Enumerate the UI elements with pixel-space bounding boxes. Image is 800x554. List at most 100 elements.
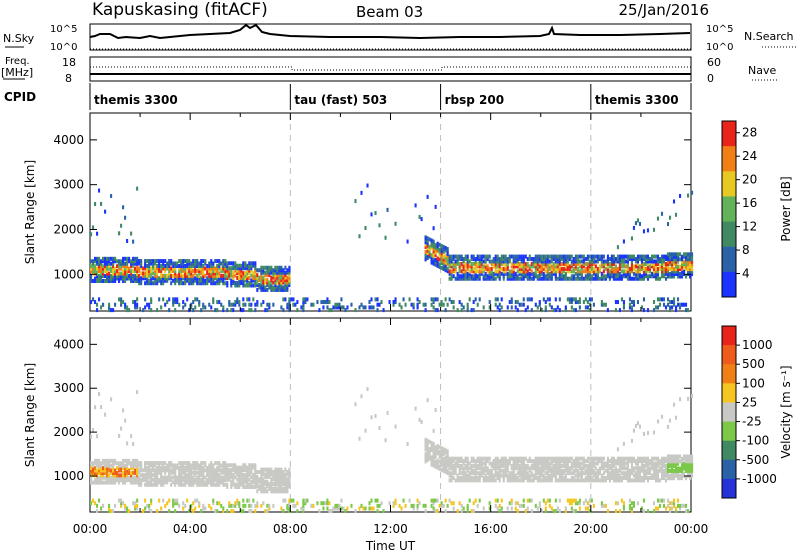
- scatter-cell: [158, 278, 161, 283]
- scatter-cell: [598, 254, 601, 259]
- scatter-cell: [506, 461, 509, 466]
- scatter-cell: [654, 463, 658, 468]
- scatter-cell: [682, 454, 686, 459]
- scatter-cell: [450, 456, 453, 461]
- scatter-cell: [200, 468, 203, 473]
- scatter-cell: [136, 302, 139, 307]
- scatter-cell: [688, 252, 692, 257]
- scatter-cell: [98, 261, 101, 266]
- scatter-cell: [666, 274, 670, 279]
- scatter-cell: [636, 471, 640, 476]
- scatter-cell: [538, 501, 541, 506]
- scatter-cell: [170, 276, 173, 281]
- colorbar-segment: [722, 121, 736, 147]
- scatter-cell: [614, 269, 617, 274]
- scatter-cell: [674, 264, 678, 269]
- scatter-cell: [184, 259, 187, 264]
- scatter-cell: [594, 466, 597, 471]
- scatter-cell: [266, 484, 269, 489]
- scatter-cell: [668, 418, 672, 423]
- scatter-cell: [680, 503, 684, 508]
- scatter-cell: [412, 503, 415, 508]
- scatter-cell: [150, 300, 153, 305]
- scatter-cell: [438, 503, 441, 508]
- scatter-cell: [268, 285, 271, 290]
- scatter-cell: [160, 305, 163, 310]
- scatter-cell: [196, 273, 199, 278]
- scatter-cell: [504, 466, 507, 471]
- scatter-cell: [636, 463, 640, 468]
- scatter-cell: [566, 276, 569, 281]
- scatter-cell: [466, 478, 469, 483]
- scatter-cell: [284, 285, 287, 290]
- scatter-cell: [414, 203, 417, 208]
- scatter-cell: [154, 468, 157, 473]
- scatter-cell: [114, 480, 117, 485]
- scatter-cell: [544, 478, 547, 483]
- scatter-cell: [434, 297, 437, 302]
- scatter-cell: [252, 276, 255, 281]
- scatter-cell: [430, 440, 433, 445]
- scatter-cell: [120, 261, 123, 266]
- scatter-cell: [114, 458, 117, 463]
- scatter-cell: [444, 245, 447, 250]
- scatter-cell: [100, 463, 103, 468]
- scatter-cell: [136, 458, 139, 463]
- scatter-cell: [476, 478, 479, 483]
- scatter-cell: [604, 261, 607, 266]
- scatter-cell: [474, 261, 477, 266]
- scatter-cell: [502, 473, 505, 478]
- scatter-cell: [240, 480, 243, 485]
- scatter-cell: [484, 276, 487, 281]
- scatter-cell: [250, 283, 253, 288]
- scatter-cell: [302, 506, 305, 511]
- scatter-cell: [618, 478, 621, 483]
- scatter-cell: [182, 482, 185, 487]
- scatter-cell: [178, 259, 181, 264]
- scatter-cell: [126, 468, 129, 473]
- scatter-cell: [588, 308, 591, 313]
- scatter-cell: [256, 474, 259, 479]
- scatter-cell: [112, 269, 115, 274]
- scatter-cell: [148, 263, 151, 268]
- scatter-cell: [170, 482, 173, 487]
- scatter-cell: [600, 459, 603, 464]
- scatter-cell: [92, 264, 95, 269]
- scatter-cell: [558, 456, 561, 461]
- scatter-cell: [654, 466, 658, 471]
- scatter-cell: [516, 308, 519, 313]
- scatter-cell: [444, 258, 447, 263]
- scatter-cell: [202, 503, 205, 508]
- scatter-cell: [104, 209, 107, 214]
- scatter-cell: [514, 506, 517, 511]
- scatter-cell: [90, 274, 93, 279]
- scatter-cell: [482, 274, 485, 279]
- scatter-cell: [512, 274, 515, 279]
- scatter-cell: [430, 455, 433, 460]
- scatter-cell: [508, 456, 511, 461]
- scatter-cell: [568, 498, 571, 503]
- scatter-cell: [684, 503, 688, 508]
- scatter-cell: [678, 503, 682, 508]
- scatter-cell: [256, 283, 259, 288]
- scatter-cell: [168, 297, 171, 302]
- scatter-cell: [128, 470, 131, 475]
- scatter-cell: [534, 254, 537, 259]
- scatter-cell: [584, 269, 587, 274]
- scatter-cell: [166, 475, 169, 480]
- scatter-cell: [226, 271, 229, 276]
- scatter-cell: [426, 246, 429, 251]
- scatter-cell: [156, 278, 159, 283]
- scatter-cell: [516, 509, 519, 514]
- scatter-cell: [92, 269, 95, 274]
- scatter-cell: [470, 463, 473, 468]
- scatter-cell: [524, 468, 527, 473]
- scatter-cell: [156, 308, 159, 313]
- scatter-cell: [186, 465, 189, 470]
- scatter-cell: [678, 473, 682, 478]
- scatter-cell: [570, 305, 573, 310]
- scatter-cell: [196, 465, 199, 470]
- scatter-cell: [656, 478, 660, 483]
- scatter-cell: [686, 264, 690, 269]
- scatter-cell: [542, 466, 545, 471]
